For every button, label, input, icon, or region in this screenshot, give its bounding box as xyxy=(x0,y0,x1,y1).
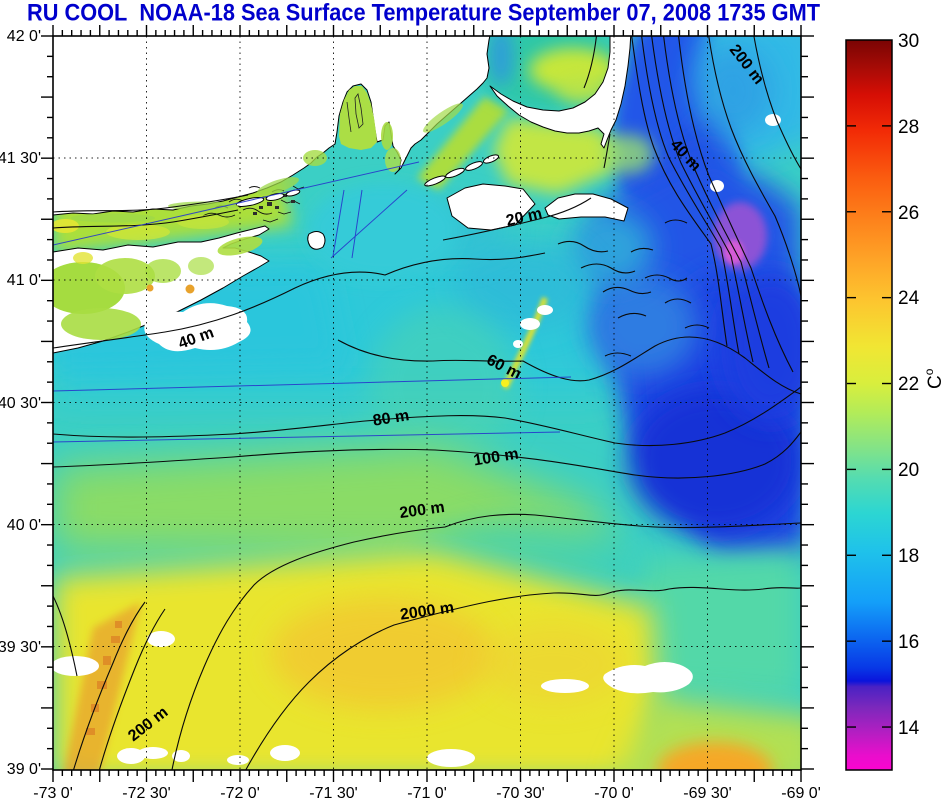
svg-text:-72 30': -72 30' xyxy=(122,785,170,802)
svg-text:18: 18 xyxy=(898,546,919,567)
svg-text:-69 30': -69 30' xyxy=(683,785,731,802)
svg-text:28: 28 xyxy=(898,117,919,138)
svg-text:RU COOL NOAA-18 Sea Surface T: RU COOL NOAA-18 Sea Surface Temperature … xyxy=(27,0,820,27)
svg-text:26: 26 xyxy=(898,203,919,224)
svg-text:40 30': 40 30' xyxy=(0,395,41,412)
svg-text:-71 30': -71 30' xyxy=(309,785,357,802)
svg-text:42 0': 42 0' xyxy=(7,28,41,45)
svg-text:-73 0': -73 0' xyxy=(33,785,73,802)
svg-text:20: 20 xyxy=(898,460,919,481)
svg-text:39 30': 39 30' xyxy=(0,639,41,656)
svg-text:22: 22 xyxy=(898,374,919,395)
svg-text:-70 0': -70 0' xyxy=(594,785,634,802)
svg-text:24: 24 xyxy=(898,288,920,309)
svg-text:-72 0': -72 0' xyxy=(220,785,260,802)
svg-text:-71 0': -71 0' xyxy=(407,785,447,802)
svg-text:41 30': 41 30' xyxy=(0,150,41,167)
svg-text:-70 30': -70 30' xyxy=(496,785,544,802)
svg-text:30: 30 xyxy=(898,31,919,52)
svg-text:80 m: 80 m xyxy=(372,407,411,429)
svg-text:200 m: 200 m xyxy=(398,499,445,522)
svg-text:100 m: 100 m xyxy=(472,446,519,470)
svg-text:16: 16 xyxy=(898,632,919,653)
svg-text:39 0': 39 0' xyxy=(7,761,41,778)
svg-text:41 0': 41 0' xyxy=(7,272,41,289)
svg-text:14: 14 xyxy=(898,718,920,739)
svg-text:40 0': 40 0' xyxy=(7,517,41,534)
svg-text:-69 0': -69 0' xyxy=(781,785,821,802)
